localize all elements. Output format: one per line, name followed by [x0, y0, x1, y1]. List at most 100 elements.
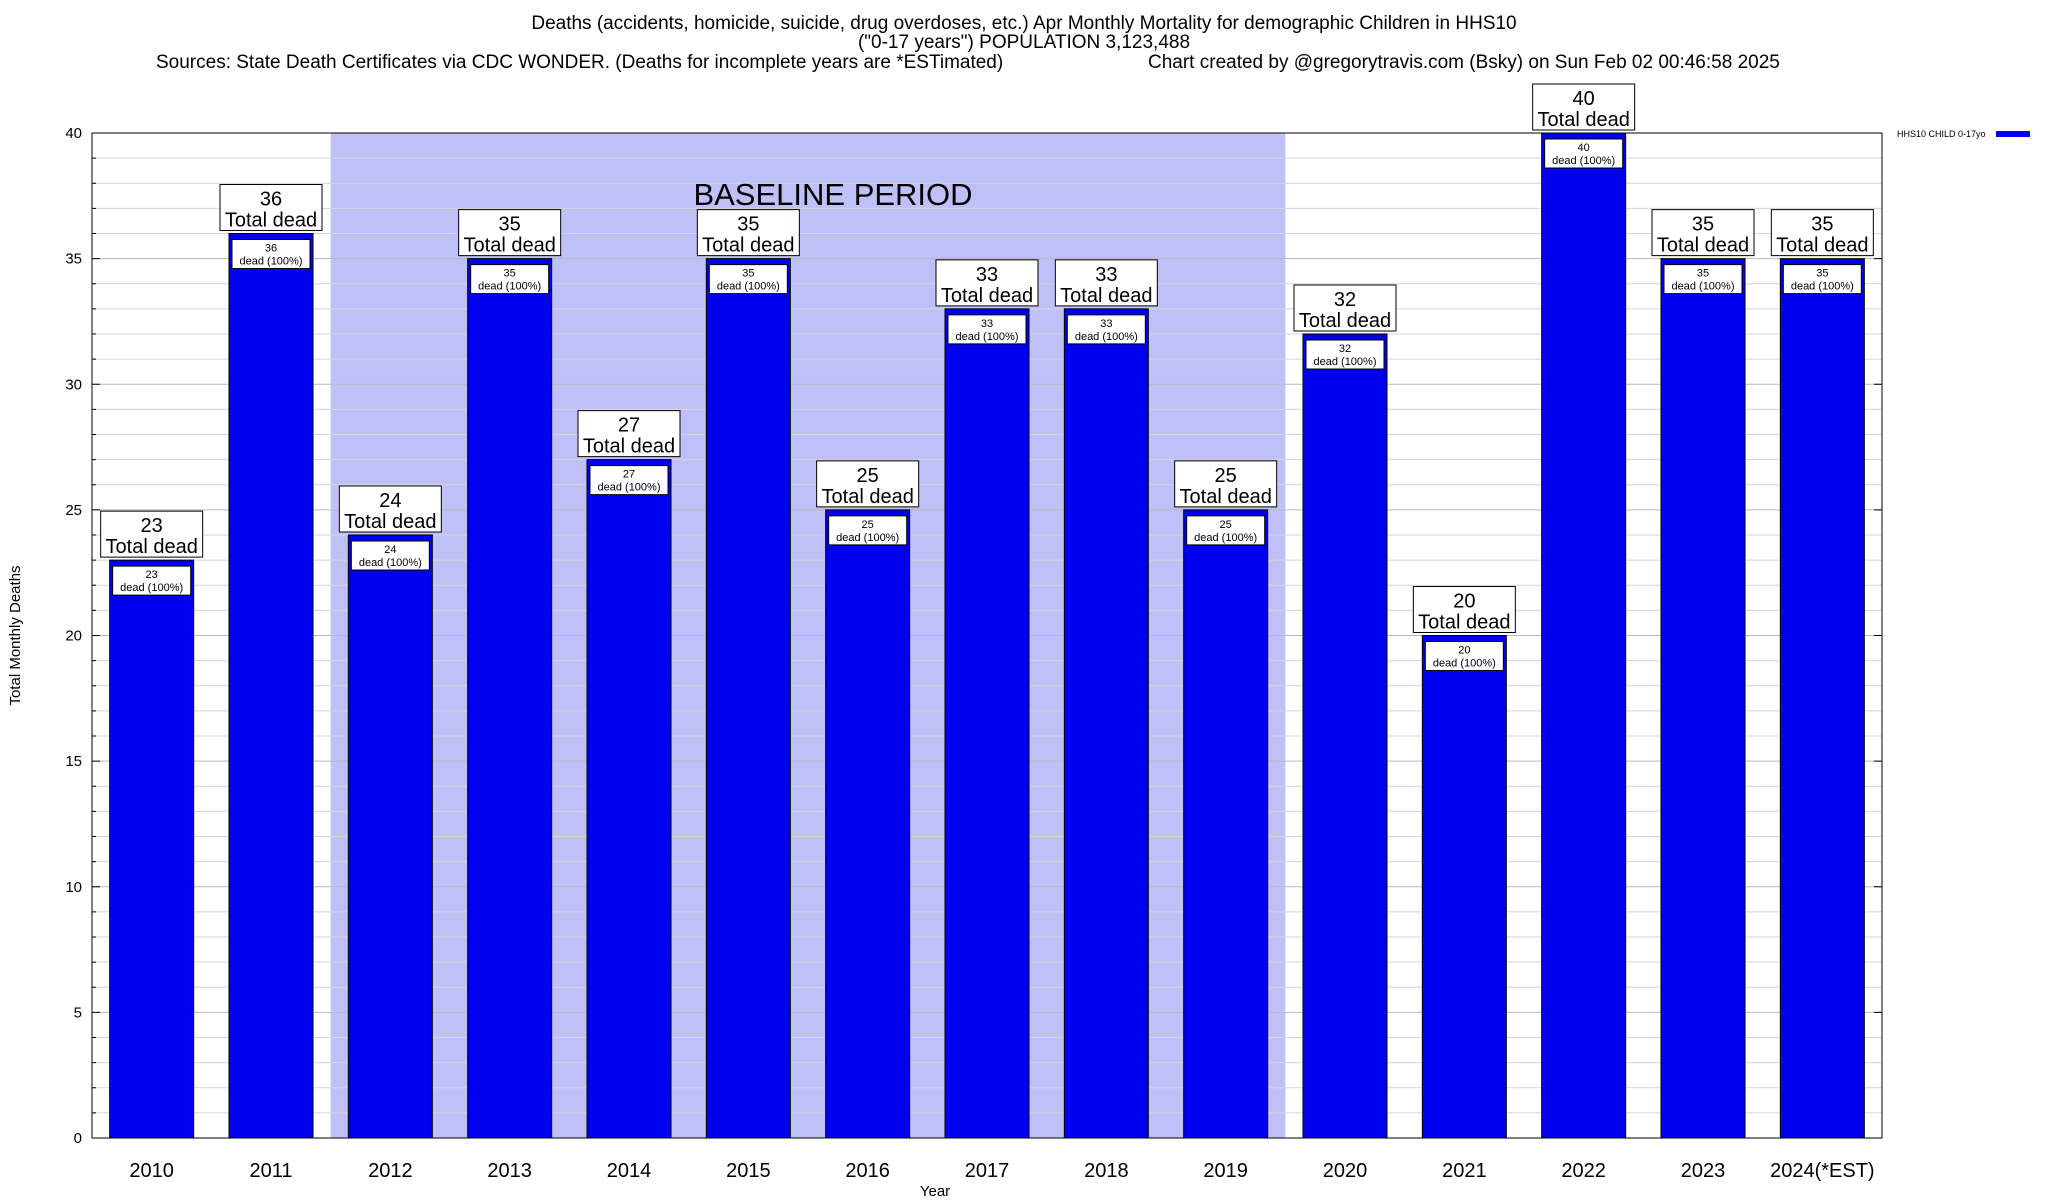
inner-label-text: dead (100%)	[956, 331, 1019, 343]
bar	[1541, 132, 1627, 1139]
inner-label-text: dead (100%)	[1314, 356, 1377, 368]
total-label-text: Total dead	[1180, 486, 1272, 508]
total-label-value: 35	[499, 214, 521, 236]
total-label-value: 35	[737, 214, 759, 236]
inner-label-text: dead (100%)	[1075, 331, 1138, 343]
total-label-value: 25	[857, 465, 879, 487]
bar	[944, 308, 1030, 1139]
total-label-box	[458, 209, 562, 257]
inner-label-box	[1305, 339, 1385, 370]
legend: HHS10 CHILD 0-17yo	[1897, 129, 2030, 139]
total-label-box	[100, 510, 204, 558]
bar	[228, 233, 314, 1139]
inner-label-box	[470, 264, 550, 295]
total-label-box	[1532, 83, 1636, 131]
y-tick-label: 25	[65, 502, 82, 519]
x-tick-label: 2014	[607, 1160, 652, 1182]
bar	[1183, 509, 1269, 1139]
inner-label-value: 35	[1697, 268, 1709, 280]
inner-label-text: dead (100%)	[1791, 281, 1854, 293]
y-tick-label: 0	[74, 1130, 82, 1147]
inner-label-value: 25	[862, 519, 874, 531]
x-tick-label: 2017	[965, 1160, 1010, 1182]
bar	[705, 258, 791, 1139]
x-axis-label: Year	[920, 1183, 950, 1200]
credit-note: Chart created by @gregorytravis.com (Bsk…	[1148, 52, 1780, 73]
total-label-text: Total dead	[702, 235, 794, 257]
total-label-value: 33	[1095, 264, 1117, 286]
inner-label-box	[1186, 515, 1266, 546]
total-label-text: Total dead	[822, 486, 914, 508]
total-label-value: 35	[1692, 214, 1714, 236]
total-label-value: 35	[1811, 214, 1833, 236]
bar	[1421, 635, 1507, 1139]
inner-label-box	[112, 565, 192, 596]
legend-label: HHS10 CHILD 0-17yo	[1897, 129, 1986, 139]
bar	[586, 459, 672, 1139]
total-label-value: 27	[618, 415, 640, 437]
y-tick-label: 40	[65, 125, 82, 142]
total-label-value: 20	[1453, 591, 1475, 613]
inner-label-box	[1663, 264, 1743, 295]
inner-label-value: 27	[623, 469, 635, 481]
bar	[1660, 258, 1746, 1139]
inner-label-text: dead (100%)	[1433, 658, 1496, 670]
inner-label-box	[947, 314, 1027, 345]
inner-label-box	[231, 239, 311, 269]
y-tick-label: 10	[65, 879, 82, 896]
total-label-box	[1054, 259, 1158, 307]
total-label-text: Total dead	[1418, 612, 1510, 634]
total-label-value: 32	[1334, 289, 1356, 311]
total-label-box	[1412, 586, 1516, 633]
total-label-value: 33	[976, 264, 998, 286]
x-tick-label: 2012	[368, 1160, 413, 1182]
inner-label-value: 36	[265, 243, 277, 255]
total-label-value: 36	[260, 189, 282, 211]
inner-label-text: dead (100%)	[359, 557, 422, 569]
x-tick-label: 2018	[1084, 1160, 1129, 1182]
x-tick-label: 2019	[1203, 1160, 1248, 1182]
inner-label-value: 23	[146, 569, 158, 581]
baseline-period-label: BASELINE PERIOD	[693, 177, 972, 212]
inner-label-box	[708, 264, 788, 295]
inner-label-value: 35	[1816, 268, 1828, 280]
x-tick-label: 2020	[1323, 1160, 1368, 1182]
y-axis-label: Total Monthly Deaths	[7, 565, 24, 705]
inner-label-text: dead (100%)	[1194, 532, 1257, 544]
inner-label-box	[828, 515, 908, 546]
inner-label-box	[1782, 264, 1862, 295]
total-label-value: 40	[1573, 88, 1595, 110]
bar	[467, 258, 553, 1139]
chart-subtitle: ("0-17 years") POPULATION 3,123,488	[857, 32, 1191, 53]
bar	[1779, 258, 1865, 1139]
total-label-box	[816, 460, 920, 508]
inner-label-value: 20	[1458, 645, 1470, 657]
inner-label-text: dead (100%)	[1672, 281, 1735, 293]
bar	[347, 534, 433, 1139]
inner-label-value: 32	[1339, 343, 1351, 355]
inner-label-text: dead (100%)	[240, 256, 303, 268]
inner-label-text: dead (100%)	[836, 532, 899, 544]
inner-label-box	[1066, 314, 1146, 345]
inner-label-value: 35	[504, 268, 516, 280]
bar	[1302, 333, 1388, 1139]
total-label-box	[1770, 209, 1874, 257]
inner-label-box	[589, 465, 669, 496]
